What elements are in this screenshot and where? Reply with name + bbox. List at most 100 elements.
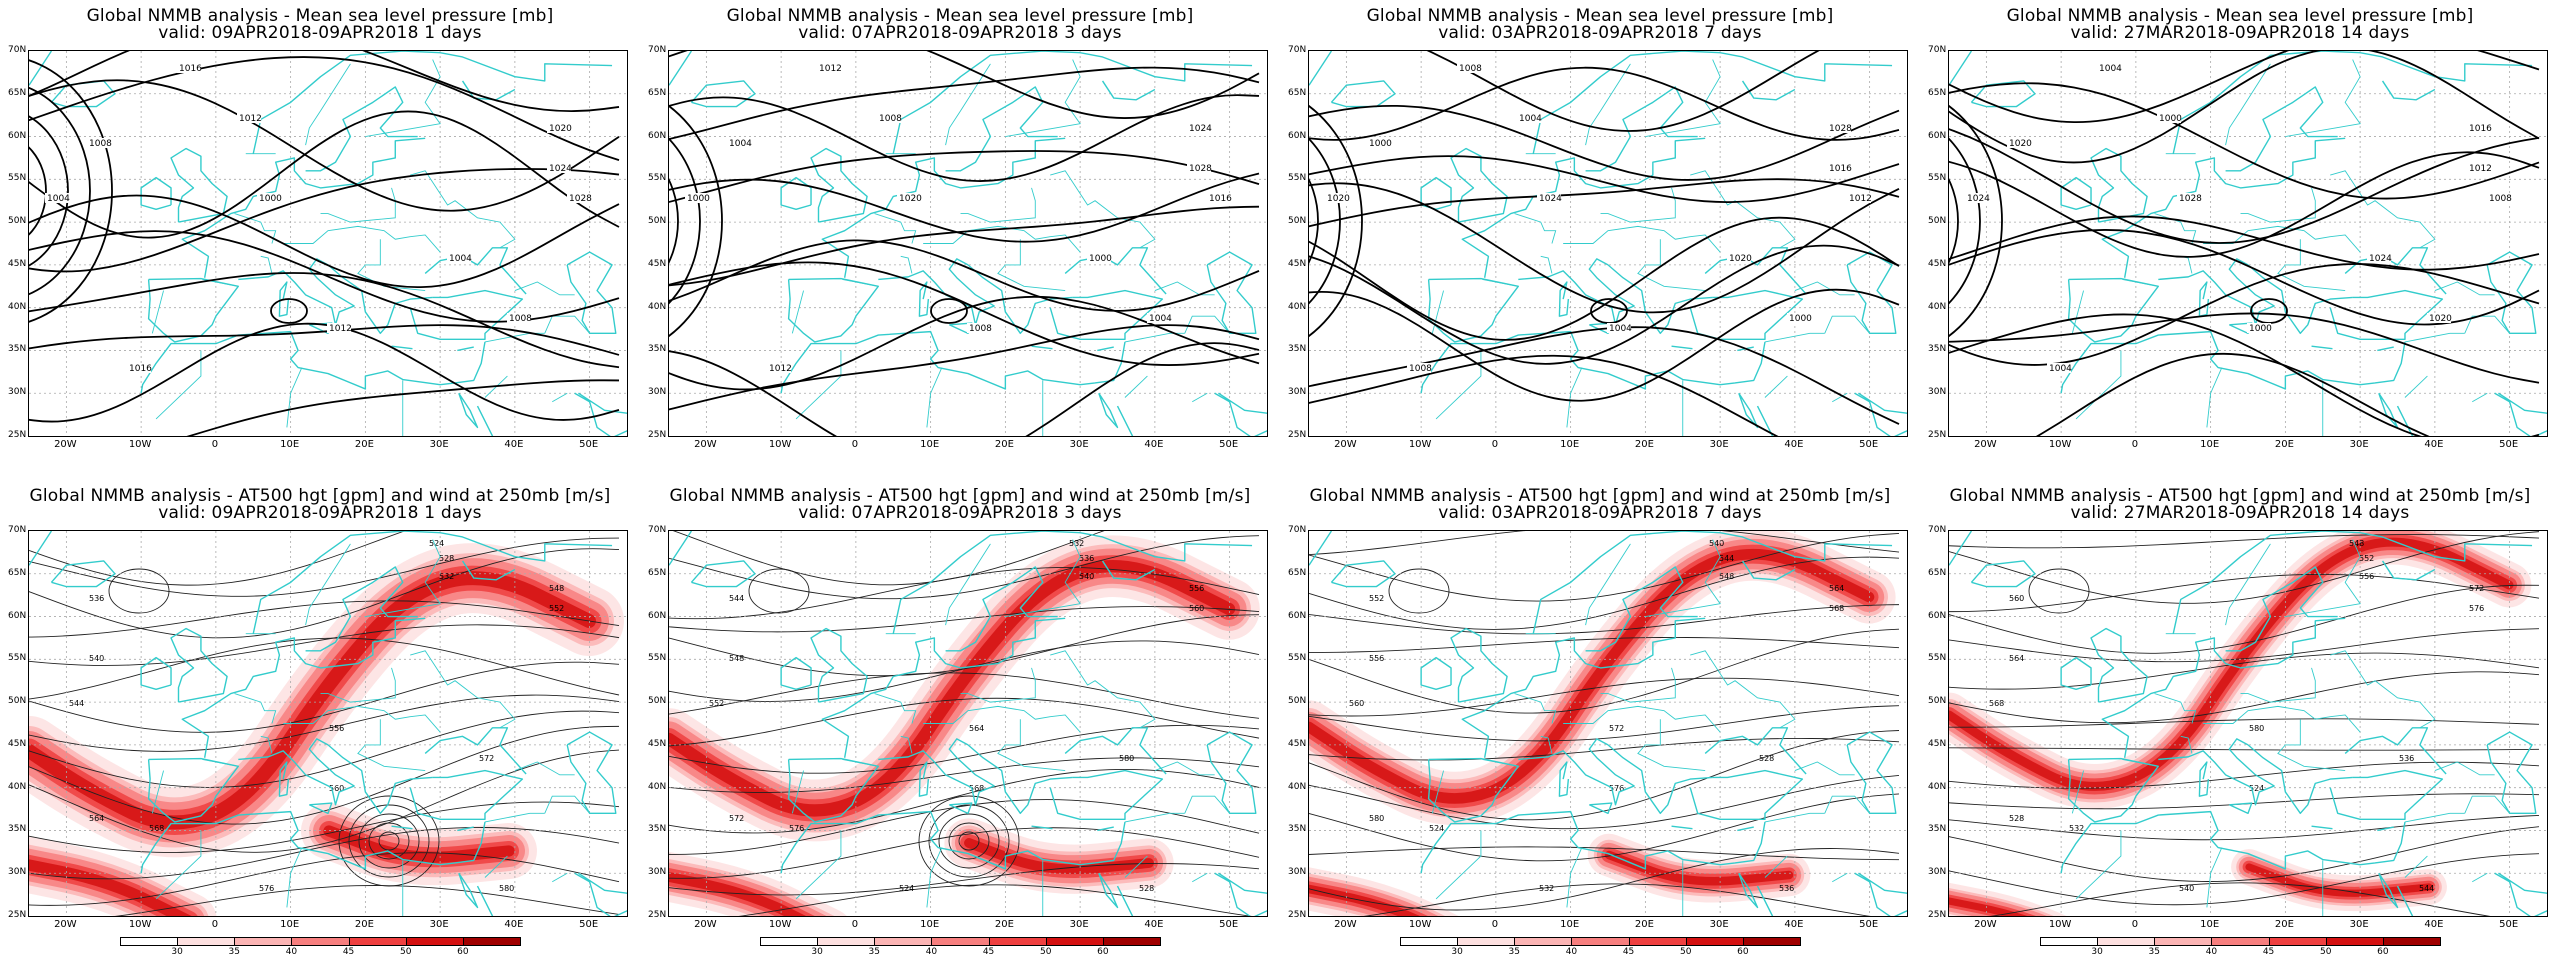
isobar <box>669 324 1260 411</box>
coastline <box>1518 738 1635 806</box>
jet-shading <box>669 871 807 916</box>
height-contour <box>1949 531 2540 604</box>
border-line <box>926 367 943 428</box>
map-canvas: 540 544 548 552 556 560 564 568 572 576 580 524 528 5… <box>1309 531 1907 916</box>
latitude-label: 55N <box>8 173 27 184</box>
contour-label: 536 <box>89 594 104 603</box>
border-line <box>305 543 351 626</box>
coastline <box>476 885 494 916</box>
border-line <box>1435 830 1482 900</box>
jet-shading <box>1604 850 1794 886</box>
contour-label: 568 <box>1989 699 2004 708</box>
colorbar-swatch <box>120 937 179 946</box>
height-contour <box>1309 628 1900 714</box>
longitude-label: 0 <box>2131 439 2139 450</box>
coastline <box>2225 86 2338 172</box>
cutoff-low-contour <box>368 822 410 860</box>
coastline <box>391 345 413 350</box>
height-contour <box>1309 604 1900 635</box>
longitude-label: 30E <box>2349 919 2369 930</box>
coastline <box>780 330 1126 394</box>
longitude-label: 20E <box>354 439 374 450</box>
isobar-label: 1000 <box>2159 114 2182 124</box>
longitude-label: 10E <box>1560 919 1580 930</box>
wind-speed-colorbar: 30 35 40 45 50 60 <box>120 937 521 957</box>
border-line <box>1124 332 1185 343</box>
coastline <box>1427 277 1520 343</box>
z500-map-panel: Global NMMB analysis - AT500 hgt [gpm] a… <box>640 480 1280 960</box>
latitude-label: 70N <box>648 525 667 535</box>
latitude-label: 60N <box>8 130 27 141</box>
height-contour <box>1949 652 2540 690</box>
isobar-label: 1008 <box>879 114 902 124</box>
border-line <box>1585 63 1631 146</box>
border-line <box>1563 225 1721 253</box>
longitude-label: 30E <box>1709 439 1729 450</box>
longitude-label: 10W <box>1408 919 1432 930</box>
map-area: 540 544 548 552 556 560 564 568 572 576 580 524 528 5… <box>1308 530 1908 917</box>
border-line <box>320 187 396 223</box>
coastline <box>1719 52 1893 82</box>
isobar-label: 1008 <box>1459 64 1482 74</box>
coastline <box>140 810 486 874</box>
isobar <box>29 272 620 369</box>
isobar <box>669 239 1260 312</box>
border-line <box>842 758 879 767</box>
panel-title: Global NMMB analysis - Mean sea level pr… <box>2006 6 2474 26</box>
border-line <box>544 315 590 334</box>
low-isobar <box>1949 178 1959 264</box>
longitude-label: 0 <box>851 919 859 930</box>
coastline <box>1450 627 1508 703</box>
colorbar-tick-label: 60 <box>1737 947 1749 957</box>
coastline <box>461 560 516 581</box>
coastline <box>1330 80 1396 108</box>
panel-title: Global NMMB analysis - Mean sea level pr… <box>86 6 554 26</box>
coastline <box>238 738 355 806</box>
latitude-label: 35N <box>1928 824 1947 835</box>
colorbar-swatch <box>2382 937 2441 946</box>
border-line <box>2075 830 2122 900</box>
border-line <box>151 290 164 334</box>
border-line <box>357 719 426 772</box>
longitude-label: 50E <box>1219 919 1239 930</box>
isobar-label: 1008 <box>1409 364 1432 374</box>
colorbar-swatch <box>874 937 933 946</box>
coastline <box>1689 769 1804 821</box>
longitude-label: 50E <box>579 919 599 930</box>
isobar-label: 1000 <box>1789 314 1812 324</box>
border-line <box>945 63 991 146</box>
border-line <box>2472 872 2488 883</box>
latitude-label: 50N <box>1928 216 1947 227</box>
longitude-label: 20W <box>1334 439 1357 450</box>
isobar <box>1309 326 1900 425</box>
colorbar-tick-label: 50 <box>1039 947 1052 957</box>
isobar <box>1309 354 1779 436</box>
coastline <box>2377 826 2394 832</box>
longitude-label: 20E <box>994 439 1014 450</box>
height-contour <box>669 614 1260 677</box>
low-isobar <box>669 137 701 305</box>
border-line <box>1050 170 1156 249</box>
border-line <box>1600 667 1676 703</box>
isobar-label: 1008 <box>89 139 112 149</box>
coastline <box>2344 247 2447 295</box>
coastline <box>2158 738 2275 806</box>
border-line <box>1431 770 1444 814</box>
border-line <box>484 855 508 878</box>
coastline <box>1949 531 1973 566</box>
coastline <box>1518 258 1635 326</box>
contour-label: 548 <box>549 584 564 593</box>
longitude-label: 40E <box>2424 919 2444 930</box>
panel-title: Global NMMB analysis - AT500 hgt [gpm] a… <box>1309 486 1891 506</box>
latitude-label: 35N <box>1288 824 1307 835</box>
panel-valid-period: valid: 07APR2018-09APR2018 3 days <box>798 503 1122 523</box>
longitude-label: 40E <box>1144 439 1164 450</box>
colorbar-swatch <box>1628 937 1687 946</box>
latitude-label: 55N <box>1928 653 1947 664</box>
border-line <box>484 812 545 823</box>
isobar <box>1309 182 1900 314</box>
isobar-label: 1020 <box>1729 254 1752 264</box>
height-contour <box>29 801 620 853</box>
border-line <box>286 847 303 908</box>
height-contour <box>669 827 1260 879</box>
